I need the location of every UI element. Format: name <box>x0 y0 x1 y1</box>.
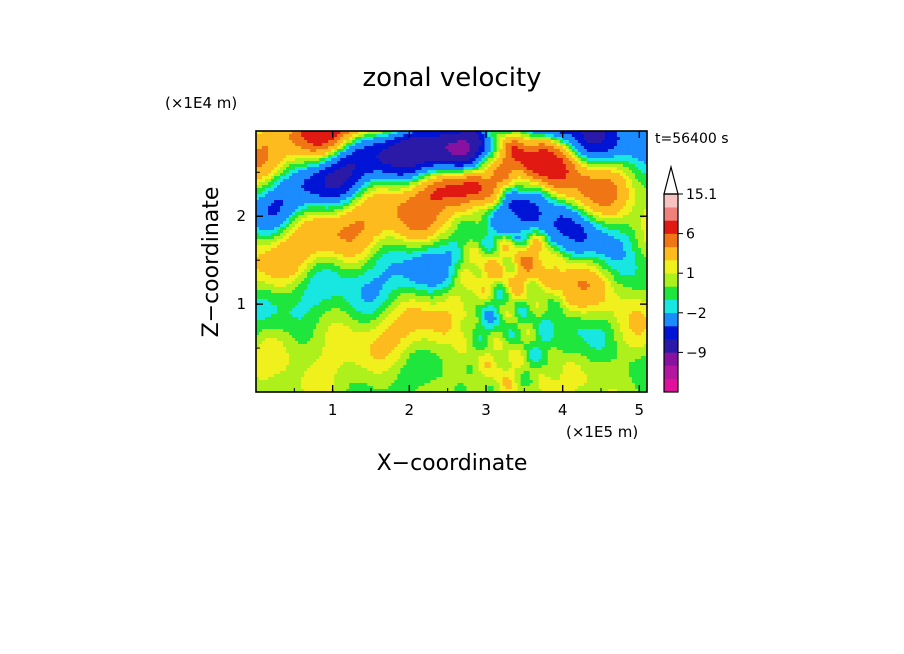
y-axis: 12 <box>236 171 647 349</box>
colorbar-segment <box>664 339 678 353</box>
time-label: t=56400 s <box>655 131 729 147</box>
colorbar-segment <box>664 194 678 208</box>
colorbar-extend-arrow <box>663 164 679 195</box>
colorbar-segment <box>664 326 678 340</box>
colorbar-label: 6 <box>686 227 695 243</box>
colorbar-label: −2 <box>686 306 707 322</box>
y-unit-label: (×1E4 m) <box>165 94 237 112</box>
colorbar-segment <box>664 365 678 380</box>
colorbar-frame <box>663 193 679 393</box>
colorbar-segment <box>664 233 678 248</box>
colorbar-label: 1 <box>686 266 695 282</box>
colorbar-label: −9 <box>686 345 707 361</box>
colorbar-segment <box>664 246 678 261</box>
colorbar-segment <box>664 286 678 300</box>
y-axis-label: Z−coordinate <box>199 187 224 338</box>
contour-field <box>256 131 647 392</box>
colorbar-segment <box>664 273 678 287</box>
colorbar-segment <box>664 220 678 234</box>
x-unit-label: (×1E5 m) <box>566 423 638 441</box>
x-axis: 1 2 3 4 5 <box>293 131 645 419</box>
colorbar-segment <box>664 312 678 327</box>
x-tick-label: 4 <box>558 401 568 419</box>
x-tick-label: 1 <box>328 401 338 419</box>
colorbar-label: 15.1 <box>686 187 717 203</box>
colorbar-segment <box>664 378 678 393</box>
y-tick-label: 1 <box>236 295 246 313</box>
colorbar-segment <box>664 260 678 274</box>
x-tick-label: 2 <box>405 401 415 419</box>
x-tick-label: 3 <box>481 401 491 419</box>
x-axis-label: X−coordinate <box>377 451 528 476</box>
plot-frame <box>255 130 648 393</box>
colorbar: 15.1 6 1 −2 −9 <box>663 164 717 393</box>
colorbar-segment <box>664 299 678 314</box>
colorbar-segment <box>664 207 678 221</box>
x-tick-label: 5 <box>635 401 645 419</box>
chart-title: zonal velocity <box>362 63 541 93</box>
colorbar-segment <box>664 352 678 366</box>
y-tick-label: 2 <box>236 207 246 225</box>
